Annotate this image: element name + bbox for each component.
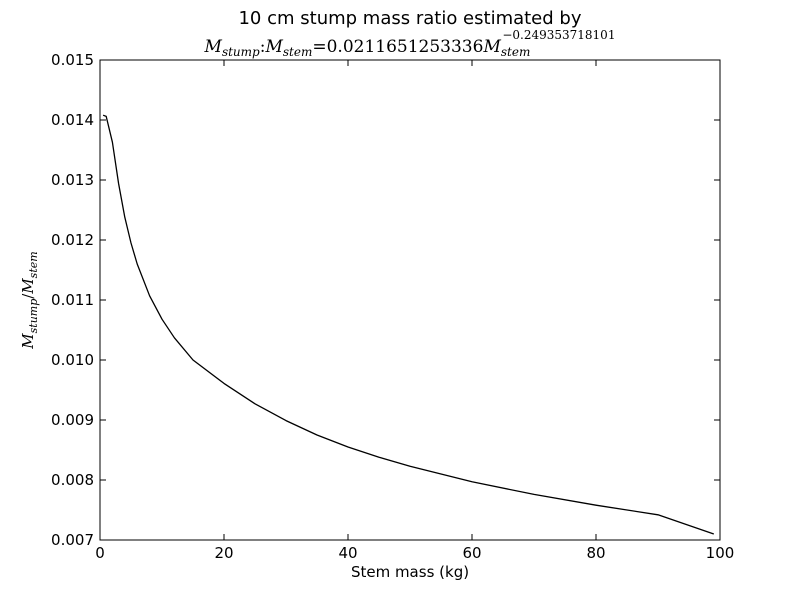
x-tick-label: 100 — [706, 544, 735, 562]
y-tick-label: 0.012 — [51, 231, 94, 249]
y-tick-label: 0.010 — [51, 351, 94, 369]
x-axis-label: Stem mass (kg) — [351, 563, 469, 581]
subtitle-lhs: M — [204, 37, 223, 57]
series-layer — [102, 114, 715, 535]
plot-frame — [99, 59, 721, 541]
x-tick-label: 20 — [214, 544, 233, 562]
y-tick-label: 0.009 — [51, 411, 94, 429]
ylabel-num-sub: stump — [27, 299, 40, 334]
y-tick-label: 0.015 — [51, 51, 94, 69]
subtitle-coefficient: 0.0211651253336 — [327, 37, 484, 57]
ylabel-slash: / — [19, 293, 37, 299]
x-tick-label: 80 — [586, 544, 605, 562]
y-tick-label: 0.008 — [51, 471, 94, 489]
series-line — [102, 114, 715, 535]
y-tick-label: 0.007 — [51, 531, 94, 549]
y-axis-label: Mstump/Mstem — [19, 251, 40, 349]
subtitle-eq: = — [312, 37, 326, 57]
ylabel-den: M — [19, 278, 37, 295]
ylabel-num: M — [19, 333, 37, 350]
y-tick-label: 0.014 — [51, 111, 94, 129]
x-tick-label: 60 — [462, 544, 481, 562]
x-tick-label: 40 — [338, 544, 357, 562]
subtitle-lhs-sub: stump — [222, 45, 260, 59]
y-tick-label: 0.011 — [51, 291, 94, 309]
y-axis-ticks: 0.007 0.008 0.009 0.010 0.011 0.012 0.013 0.014… — [51, 51, 720, 549]
x-tick-label: 0 — [95, 544, 105, 562]
subtitle-base: M — [482, 37, 501, 57]
y-tick-label: 0.013 — [51, 171, 94, 189]
subtitle-exponent: −0.249353718101 — [502, 28, 615, 42]
x-axis-ticks: 0 20 40 60 80 100 — [95, 60, 734, 562]
ylabel-den-sub: stem — [27, 251, 40, 278]
subtitle-sep: : — [260, 37, 266, 57]
subtitle-rhs-sub: stem — [283, 45, 312, 59]
chart-title: 10 cm stump mass ratio estimated by — [238, 8, 581, 29]
subtitle-rhs: M — [264, 37, 283, 57]
chart-subtitle-formula: Mstump:Mstem=0.0211651253336Mstem−0.2493… — [204, 28, 616, 59]
subtitle-base-sub: stem — [501, 45, 530, 59]
